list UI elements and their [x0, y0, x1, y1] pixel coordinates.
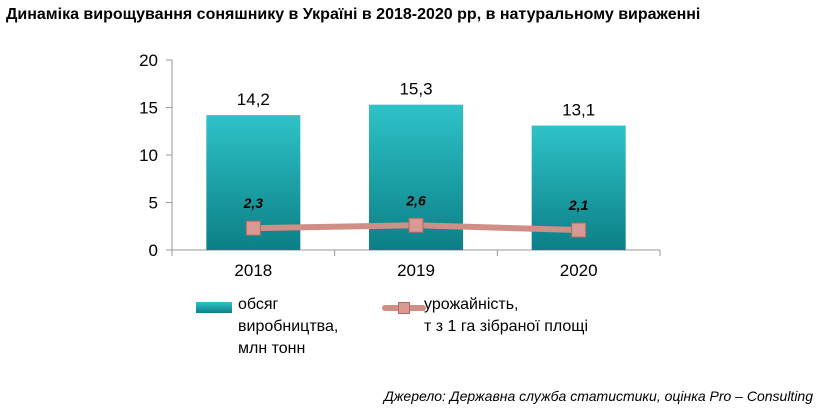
y-tick-label: 20	[139, 51, 158, 70]
y-tick-label: 15	[139, 99, 158, 118]
bar-value-label: 15,3	[399, 80, 432, 99]
legend-line-label: урожайність, т з 1 га зібраної площі	[424, 294, 588, 338]
legend-line-line2: т з 1 га зібраної площі	[424, 318, 588, 335]
bar-value-label: 13,1	[562, 101, 595, 120]
source-note: Джерело: Державна служба статистики, оці…	[383, 388, 813, 404]
legend-bar-swatch	[196, 302, 232, 313]
yield-marker	[571, 222, 587, 238]
yield-value-label: 2,6	[405, 192, 426, 208]
legend-marker-swatch	[398, 302, 410, 314]
yield-value-label: 2,3	[243, 195, 264, 211]
legend-line-line1: урожайність,	[424, 296, 519, 313]
x-tick-label: 2018	[234, 261, 272, 280]
x-tick-label: 2019	[397, 261, 435, 280]
legend-bar-line3: млн тонн	[238, 340, 306, 357]
legend-bar-label: обсяг виробництва, млн тонн	[238, 294, 338, 360]
x-tick-label: 2020	[560, 261, 598, 280]
legend-bar-line2: виробництва,	[238, 318, 339, 335]
y-tick-label: 0	[149, 241, 158, 260]
yield-marker	[408, 217, 424, 233]
bar-value-label: 14,2	[237, 90, 270, 109]
plot-group: 0 5 10 15 20 2018 2019 2020 14,2 15,3 13,1 2,3 2,6 2,…	[139, 51, 661, 280]
y-tick-label: 10	[139, 146, 158, 165]
y-tick-label: 5	[149, 194, 158, 213]
legend-bar-line1: обсяг	[238, 296, 279, 313]
yield-marker	[245, 220, 261, 236]
yield-value-label: 2,1	[568, 197, 589, 213]
chart-title: Динаміка вирощування соняшнику в Україні…	[6, 6, 701, 23]
